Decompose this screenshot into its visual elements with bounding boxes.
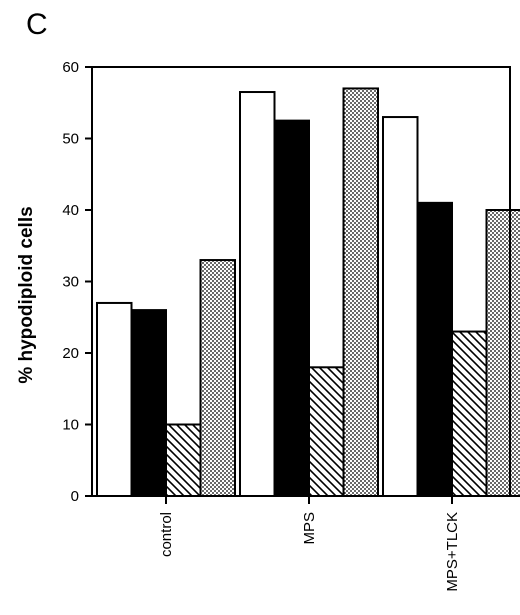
bar-mps-series-1 [239,91,276,498]
bar-control-series-1 [96,301,133,498]
category-label: control [158,512,175,557]
category-label: MPS+TLCK [444,512,461,592]
y-tick-label: 50 [62,131,79,148]
bar-mps-series-4 [342,87,379,497]
bar-control-series-2 [130,309,167,497]
bar-mps-series-2 [273,119,310,497]
bar-control-series-4 [199,259,236,497]
bar-mps-tlck-series-4 [485,209,520,497]
plot-frame [91,66,511,497]
y-tick-label: 30 [62,274,79,291]
panel-label: C [26,8,48,41]
bar-control-series-3 [165,423,202,497]
y-tick-label: 20 [62,345,79,362]
bars-group [96,87,520,498]
y-tick-label: 0 [71,488,79,505]
category-label: MPS [301,512,318,545]
bar-mps-series-3 [308,366,345,497]
y-tick-label: 40 [62,202,79,219]
x-axis-ticks: control MPS MPS+TLCK [158,496,461,592]
y-tick-label: 60 [62,59,79,76]
bar-mps-tlck-series-1 [382,116,419,498]
bar-mps-tlck-series-3 [451,330,488,497]
y-axis-title: % hypodiploid cells [16,206,37,383]
bar-mps-tlck-series-2 [416,201,453,497]
y-tick-label: 10 [62,417,79,434]
y-axis-ticks: 0 10 20 30 40 50 60 [62,59,92,505]
